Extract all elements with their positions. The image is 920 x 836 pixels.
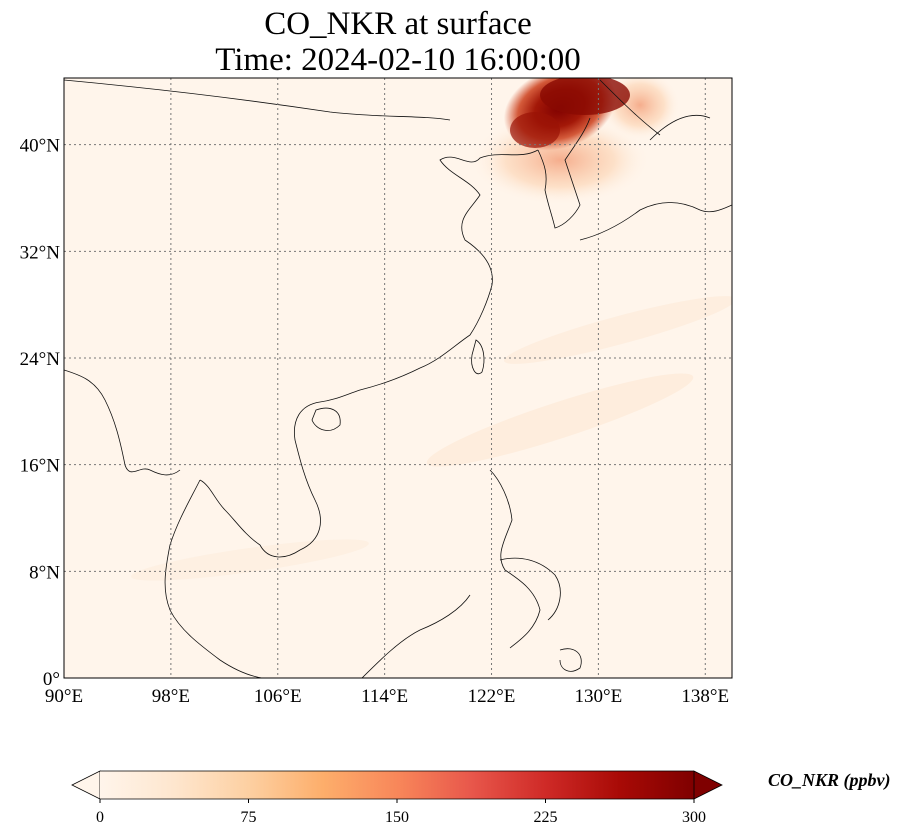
colorbar-tick-label: 300 [682,809,706,826]
colorbar-min-extension [71,770,101,800]
lat-tick-label: 0° [43,669,60,690]
colorbar-title: CO_NKR (ppbv) [768,770,891,790]
lon-tick-label: 90°E [45,686,83,707]
lat-tick-label: 8°N [29,562,60,583]
concentration-field [131,78,732,581]
colorbar-tick-label: 0 [96,809,104,826]
map-title-line2: Time: 2024-02-10 16:00:00 [215,42,581,78]
lon-tick-label: 106°E [254,686,302,707]
colorbar: 0 75 150 225 300 [71,770,723,826]
map-frame [63,77,733,679]
map-gridlines [64,78,732,678]
colorbar-max-extension [693,770,723,800]
lat-tick-label: 32°N [20,242,61,263]
map-title-line1: CO_NKR at surface [264,6,532,42]
lat-tick-label: 40°N [20,136,61,157]
colorbar-tick-label: 75 [241,809,257,826]
lon-tick-label: 98°E [152,686,190,707]
colorbar-tick-label: 150 [385,809,409,826]
lon-tick-label: 122°E [468,686,516,707]
lon-tick-label: 138°E [681,686,729,707]
lat-tick-label: 16°N [20,456,61,477]
lon-tick-label: 130°E [575,686,623,707]
lon-tick-label: 114°E [361,686,408,707]
colorbar-tick-label: 225 [534,809,558,826]
colorbar-gradient [100,771,694,799]
lat-tick-label: 24°N [20,349,61,370]
